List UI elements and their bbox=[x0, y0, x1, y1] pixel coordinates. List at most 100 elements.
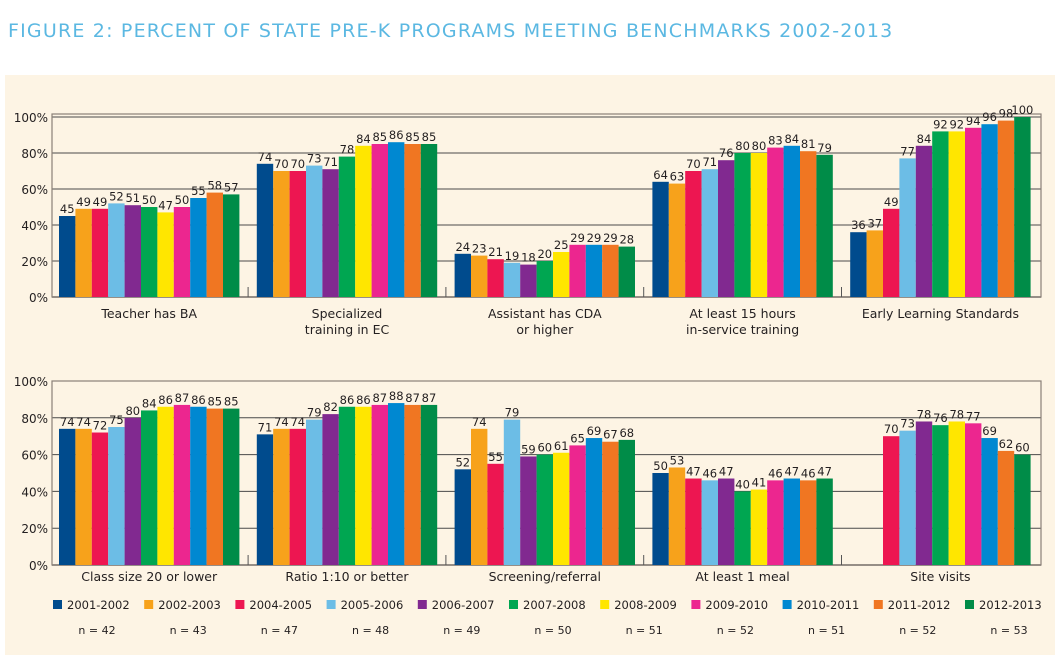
bar bbox=[420, 144, 438, 297]
category-label: Screening/referral bbox=[489, 569, 601, 584]
bar bbox=[618, 246, 635, 297]
bar-data-label: 72 bbox=[93, 419, 108, 433]
bar-data-label: 40 bbox=[735, 477, 750, 491]
bar bbox=[585, 438, 603, 565]
bar-data-label: 86 bbox=[356, 393, 371, 407]
bar-data-label: 74 bbox=[258, 150, 273, 164]
legend-label: 2004-2005 bbox=[249, 598, 312, 612]
category-label: in-service training bbox=[686, 322, 799, 337]
bar-data-label: 59 bbox=[521, 442, 536, 456]
bar bbox=[256, 434, 274, 565]
bar bbox=[322, 414, 339, 565]
bar-data-label: 47 bbox=[784, 465, 799, 479]
bar-data-label: 47 bbox=[158, 198, 173, 212]
bar-data-label: 29 bbox=[603, 231, 618, 245]
bar-data-label: 47 bbox=[719, 465, 734, 479]
bar bbox=[322, 169, 339, 297]
bar bbox=[585, 244, 603, 297]
y-tick-label: 60% bbox=[21, 183, 48, 197]
bar bbox=[206, 408, 223, 565]
bar-data-label: 94 bbox=[966, 114, 981, 128]
bar-data-label: 69 bbox=[587, 424, 602, 438]
bar-data-label: 92 bbox=[933, 117, 948, 131]
bar bbox=[734, 153, 751, 297]
bar-data-label: 70 bbox=[686, 157, 701, 171]
y-tick-label: 20% bbox=[21, 522, 48, 536]
bar-data-label: 47 bbox=[817, 465, 832, 479]
bar-data-label: 37 bbox=[867, 216, 882, 230]
legend-label: 2012-2013 bbox=[979, 598, 1042, 612]
bar bbox=[404, 144, 421, 297]
bar-data-label: 62 bbox=[999, 437, 1014, 451]
bar-data-label: 52 bbox=[109, 189, 124, 203]
bar-data-label: 84 bbox=[142, 396, 157, 410]
bar bbox=[338, 156, 356, 297]
bar-data-label: 61 bbox=[554, 439, 569, 453]
bar bbox=[800, 151, 817, 297]
bar-data-label: 78 bbox=[340, 143, 355, 157]
bar bbox=[883, 436, 900, 565]
bar bbox=[289, 171, 306, 297]
legend-swatch bbox=[965, 600, 974, 609]
bar bbox=[503, 262, 521, 297]
bar bbox=[108, 203, 125, 297]
bar bbox=[59, 428, 76, 565]
bar-data-label: 60 bbox=[1015, 441, 1030, 455]
bar-data-label: 50 bbox=[175, 193, 190, 207]
bar-data-label: 18 bbox=[521, 251, 536, 265]
bar bbox=[965, 423, 982, 565]
bar-data-label: 71 bbox=[258, 420, 273, 434]
bar bbox=[223, 408, 240, 565]
legend-label: 2009-2010 bbox=[705, 598, 768, 612]
bar bbox=[471, 255, 488, 297]
bar-data-label: 100 bbox=[1011, 103, 1033, 117]
bar-data-label: 85 bbox=[372, 130, 387, 144]
legend-swatch bbox=[417, 600, 427, 609]
bar-data-label: 80 bbox=[125, 404, 140, 418]
bar-data-label: 78 bbox=[917, 407, 932, 421]
bar-data-label: 84 bbox=[356, 132, 371, 146]
bar bbox=[965, 127, 982, 297]
bar bbox=[685, 478, 702, 565]
legend-label: 2001-2002 bbox=[67, 598, 130, 612]
legend-n-label: n = 47 bbox=[261, 624, 298, 637]
y-tick-label: 80% bbox=[21, 147, 48, 161]
y-tick-label: 100% bbox=[14, 111, 48, 125]
bar bbox=[75, 428, 92, 565]
bar bbox=[355, 145, 372, 297]
bar bbox=[338, 406, 356, 565]
bar bbox=[750, 489, 768, 565]
category-label: training in EC bbox=[305, 322, 390, 337]
bar bbox=[981, 124, 998, 297]
bar-data-label: 83 bbox=[768, 134, 783, 148]
bar bbox=[767, 480, 784, 565]
bar bbox=[404, 404, 421, 565]
bar bbox=[1014, 454, 1031, 565]
bar-data-label: 86 bbox=[389, 128, 404, 142]
legend-label: 2002-2003 bbox=[158, 598, 221, 612]
bar-data-label: 51 bbox=[125, 191, 140, 205]
bar bbox=[520, 264, 537, 297]
bar-data-label: 21 bbox=[488, 245, 503, 259]
bar bbox=[141, 207, 158, 297]
bar bbox=[602, 441, 619, 565]
bar-data-label: 84 bbox=[784, 132, 799, 146]
bar-data-label: 75 bbox=[109, 413, 124, 427]
legend-n-label: n = 49 bbox=[443, 624, 480, 637]
legend-label: 2008-2009 bbox=[614, 598, 677, 612]
bar-data-label: 86 bbox=[191, 393, 206, 407]
bar-data-label: 29 bbox=[570, 231, 585, 245]
bar-data-label: 52 bbox=[455, 455, 470, 469]
bar-data-label: 25 bbox=[554, 238, 569, 252]
bar bbox=[718, 160, 735, 297]
legend-label: 2007-2008 bbox=[523, 598, 586, 612]
legend-swatch bbox=[782, 600, 792, 609]
category-label: Site visits bbox=[910, 569, 970, 584]
legend-swatch bbox=[873, 600, 883, 609]
bar-data-label: 71 bbox=[702, 155, 717, 169]
bar-data-label: 86 bbox=[158, 393, 173, 407]
bar bbox=[734, 491, 751, 565]
y-tick-label: 80% bbox=[21, 412, 48, 426]
bar bbox=[618, 439, 635, 565]
bar bbox=[652, 181, 669, 297]
